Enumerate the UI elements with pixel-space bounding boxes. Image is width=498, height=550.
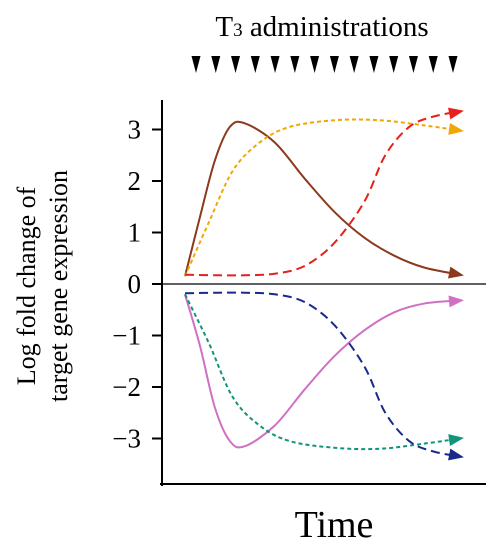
series-arrowhead-1 [448,266,464,279]
y-tick-label: 3 [128,115,142,145]
administration-marker [349,56,359,73]
administration-marker [211,56,221,73]
administration-marker [369,56,379,73]
y-axis-label-line-1: Log fold change of [12,186,41,385]
administration-marker [408,56,418,73]
administration-marker [250,56,260,73]
series-line-6 [184,291,461,458]
administration-marker [428,56,438,73]
series-arrowhead-2 [448,123,464,135]
administration-marker [191,56,201,73]
series-line-4 [184,294,461,449]
y-ticks: 3 2 1 0 −1 −2 −3 [112,115,162,454]
series-arrowhead-6 [448,448,464,461]
administration-marker [389,56,399,73]
y-tick-label: 1 [128,218,142,248]
administration-marker [270,56,280,73]
administration-marker [231,56,241,73]
administration-marker [448,56,458,73]
title-rest: administrations [243,11,429,43]
series-line-5 [184,293,461,451]
title-subscript: 3 [233,20,243,41]
y-tick-label: −1 [112,321,141,351]
administration-marker [310,56,320,73]
series-line-3 [184,110,461,277]
administration-markers [191,56,458,73]
series-line-1 [184,120,461,277]
title-main: T [215,11,233,43]
y-tick-label: −3 [112,424,141,454]
y-tick-label: 0 [128,269,142,299]
series-arrowhead-5 [448,434,464,447]
chart-title: T3 administrations [215,11,428,43]
y-axis-label-line-2: target gene expression [44,170,73,402]
x-axis-label: Time [295,504,374,546]
y-tick-label: −2 [112,372,141,402]
administration-marker [329,56,339,73]
administration-marker [290,56,300,73]
series-arrowhead-3 [448,107,464,120]
series-arrowhead-4 [448,295,464,308]
series-line-2 [184,118,461,277]
series-group [184,107,464,461]
y-tick-label: 2 [128,166,142,196]
